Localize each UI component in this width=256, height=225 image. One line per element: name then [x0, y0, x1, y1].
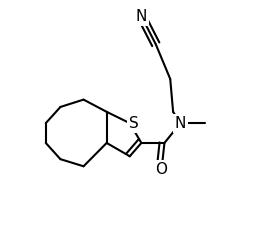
Text: S: S: [129, 116, 139, 131]
Text: N: N: [136, 9, 147, 24]
Text: N: N: [175, 116, 186, 131]
Text: O: O: [156, 162, 168, 177]
